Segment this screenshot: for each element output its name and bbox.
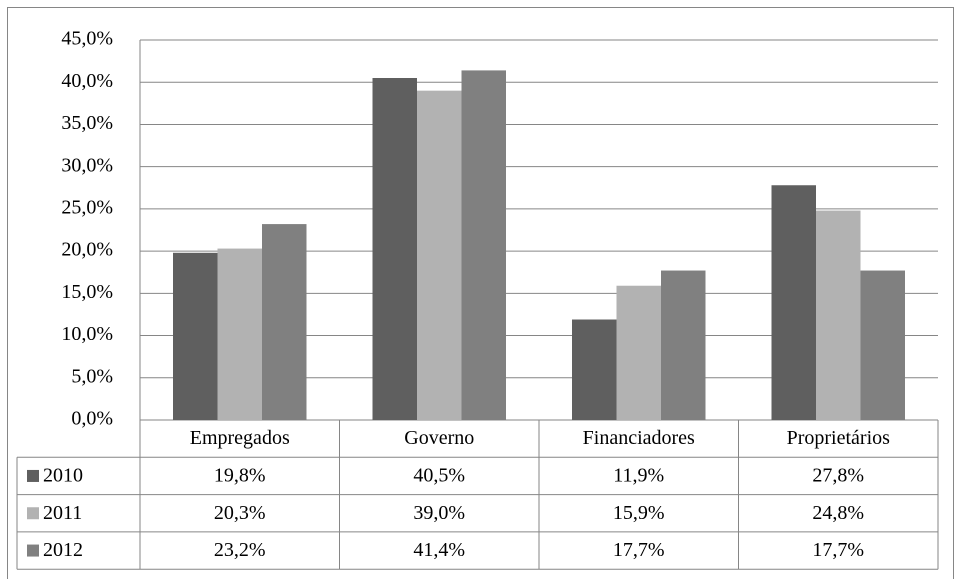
y-tick-label: 20,0% — [61, 239, 113, 261]
data-label: 27,8% — [812, 465, 864, 487]
y-tick-label: 45,0% — [61, 28, 113, 50]
y-tick-label: 15,0% — [61, 281, 113, 303]
y-tick-label: 5,0% — [71, 365, 113, 387]
data-label: 17,7% — [812, 539, 864, 561]
data-label: 24,8% — [812, 502, 864, 524]
legend-label: 2011 — [43, 502, 82, 524]
data-label: 23,2% — [214, 539, 266, 561]
bar — [417, 90, 462, 421]
x-tick-label: Governo — [404, 427, 474, 449]
bar — [816, 210, 861, 420]
bar — [661, 270, 706, 420]
data-label: 41,4% — [413, 539, 465, 561]
data-label: 39,0% — [413, 502, 465, 524]
y-tick-label: 40,0% — [61, 70, 113, 92]
bar — [771, 185, 816, 420]
x-tick-label: Proprietários — [787, 427, 891, 449]
bar — [372, 78, 417, 420]
legend-key — [27, 469, 39, 482]
y-tick-label: 30,0% — [61, 154, 113, 176]
legend-key — [27, 544, 39, 557]
bar — [262, 224, 307, 420]
y-tick-label: 0,0% — [71, 408, 113, 430]
x-tick-label: Empregados — [190, 427, 290, 449]
data-label: 20,3% — [214, 502, 266, 524]
bar — [572, 319, 617, 420]
y-tick-label: 35,0% — [61, 112, 113, 134]
legend-label: 2012 — [43, 539, 83, 561]
x-tick-label: Financiadores — [583, 427, 695, 449]
data-label: 17,7% — [613, 539, 665, 561]
bar — [217, 248, 262, 420]
data-label: 15,9% — [613, 502, 665, 524]
data-label: 19,8% — [214, 465, 266, 487]
bar — [173, 252, 218, 420]
legend-key — [27, 507, 39, 520]
y-tick-label: 10,0% — [61, 323, 113, 345]
y-tick-label: 25,0% — [61, 196, 113, 218]
bar — [860, 270, 905, 420]
bar — [616, 285, 661, 420]
data-label: 40,5% — [413, 465, 465, 487]
chart-border — [7, 7, 954, 579]
bar — [461, 70, 506, 421]
data-label: 11,9% — [613, 465, 664, 487]
legend-label: 2010 — [43, 465, 83, 487]
